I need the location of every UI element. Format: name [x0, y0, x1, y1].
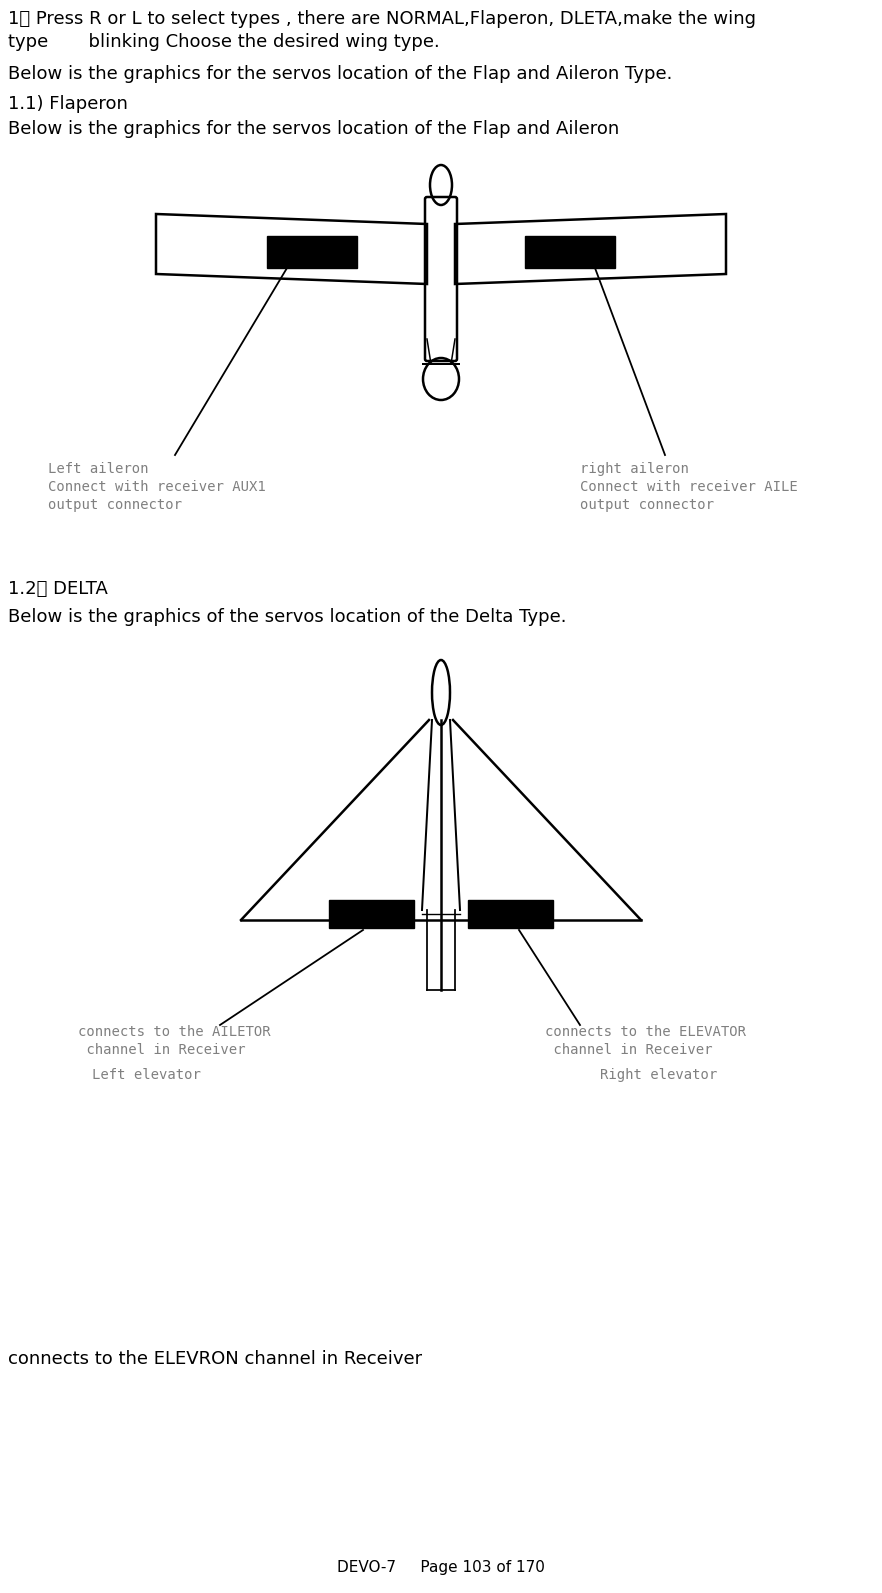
Bar	[329, 900, 414, 929]
Text: Connect with receiver AUX1: Connect with receiver AUX1	[48, 479, 265, 494]
Bar	[525, 236, 615, 268]
Text: output connector: output connector	[580, 499, 714, 511]
Bar	[468, 900, 553, 929]
Text: Left aileron: Left aileron	[48, 462, 148, 476]
Text: Below is the graphics of the servos location of the Delta Type.: Below is the graphics of the servos loca…	[8, 609, 566, 626]
Text: DEVO-7     Page 103 of 170: DEVO-7 Page 103 of 170	[337, 1560, 545, 1575]
Text: type       blinking Choose the desired wing type.: type blinking Choose the desired wing ty…	[8, 33, 440, 51]
Text: Below is the graphics for the servos location of the Flap and Aileron Type.: Below is the graphics for the servos loc…	[8, 65, 672, 83]
Text: 1） Press R or L to select types , there are NORMAL,Flaperon, DLETA,make the wing: 1） Press R or L to select types , there …	[8, 10, 756, 29]
Bar	[267, 236, 357, 268]
Text: channel in Receiver: channel in Receiver	[545, 1043, 713, 1058]
Text: output connector: output connector	[48, 499, 182, 511]
Text: Below is the graphics for the servos location of the Flap and Aileron: Below is the graphics for the servos loc…	[8, 119, 619, 139]
Text: Right elevator: Right elevator	[600, 1067, 717, 1082]
Text: 1.1) Flaperon: 1.1) Flaperon	[8, 96, 128, 113]
Text: Left elevator: Left elevator	[92, 1067, 201, 1082]
Text: right aileron: right aileron	[580, 462, 689, 476]
Text: connects to the ELEVATOR: connects to the ELEVATOR	[545, 1024, 746, 1039]
Text: 1.2） DELTA: 1.2） DELTA	[8, 580, 108, 597]
Text: connects to the AILETOR: connects to the AILETOR	[78, 1024, 271, 1039]
Text: connects to the ELEVRON channel in Receiver: connects to the ELEVRON channel in Recei…	[8, 1349, 422, 1368]
Text: Connect with receiver AILE: Connect with receiver AILE	[580, 479, 797, 494]
Text: channel in Receiver: channel in Receiver	[78, 1043, 245, 1058]
